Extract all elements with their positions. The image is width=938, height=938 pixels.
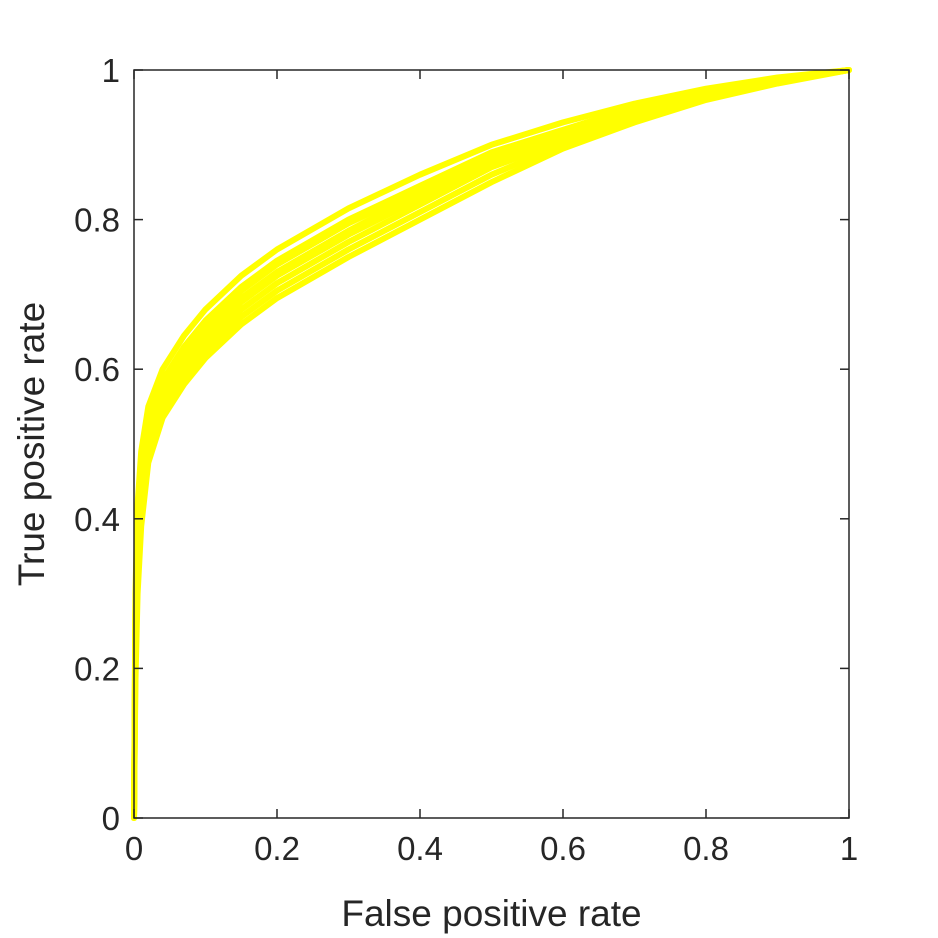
x-tick-label: 0.4 [397, 830, 443, 867]
x-tick-label: 0.6 [540, 830, 586, 867]
x-axis-label: False positive rate [341, 893, 641, 934]
y-axis-ticks: 0 0.2 0.4 0.6 0.8 1 [74, 52, 849, 837]
y-tick-label: 0.2 [74, 650, 120, 687]
roc-curve-8 [131, 67, 852, 821]
x-tick-label: 0 [125, 830, 143, 867]
roc-curves [131, 67, 852, 821]
plot-frame [133, 69, 850, 819]
x-axis-ticks: 0 0.2 0.4 0.6 0.8 1 [125, 70, 858, 867]
y-tick-label: 0 [102, 800, 120, 837]
x-tick-label: 0.2 [254, 830, 300, 867]
y-tick-label: 1 [102, 52, 120, 89]
x-tick-label: 0.8 [683, 830, 729, 867]
y-tick-label: 0.6 [74, 351, 120, 388]
y-tick-label: 0.4 [74, 501, 120, 538]
y-tick-label: 0.8 [74, 202, 120, 239]
x-tick-label: 1 [840, 830, 858, 867]
y-axis-label: True positive rate [11, 302, 52, 586]
